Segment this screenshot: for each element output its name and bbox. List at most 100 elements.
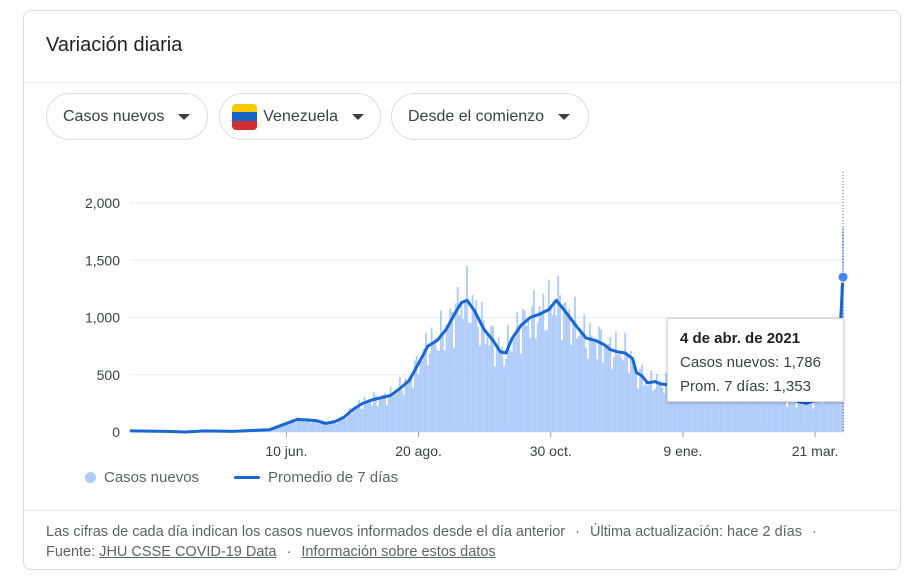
bar [611, 368, 614, 432]
bar [294, 422, 297, 432]
bar [655, 373, 658, 432]
bar [341, 417, 344, 432]
bar [525, 325, 528, 432]
bar [292, 421, 295, 432]
bar [836, 390, 839, 432]
bar [624, 332, 627, 432]
bar [747, 385, 749, 432]
bar [352, 410, 355, 432]
bar [695, 399, 697, 432]
bar [367, 401, 370, 432]
bar [685, 389, 688, 432]
bar [696, 390, 699, 432]
bar [830, 387, 833, 432]
bar [560, 340, 563, 432]
bar [469, 323, 472, 432]
bar [704, 401, 707, 432]
bar [421, 360, 424, 432]
x-tick-label: 21 mar. [792, 443, 839, 459]
footer-divider [24, 510, 900, 511]
bar [676, 380, 679, 432]
bar [410, 377, 413, 432]
tooltip-cases: Casos nuevos: 1,786 [680, 354, 821, 371]
bar [512, 333, 515, 432]
x-tick-label: 30 oct. [530, 443, 572, 459]
bar [609, 337, 612, 432]
bar [345, 419, 347, 432]
bar [348, 407, 351, 432]
bar [326, 423, 329, 432]
bar [700, 387, 703, 432]
bar [538, 306, 541, 432]
bar [601, 362, 604, 432]
bar [683, 391, 686, 432]
bar [635, 370, 638, 432]
bar [395, 394, 398, 432]
bar [803, 405, 805, 432]
source-link[interactable]: JHU CSSE COVID-19 Data [99, 544, 277, 560]
bar [503, 366, 506, 432]
bar [372, 392, 375, 432]
bar [670, 384, 673, 432]
legend-line-label: Promedio de 7 días [268, 469, 399, 486]
bar [374, 395, 377, 432]
bar [393, 393, 396, 432]
bar [508, 349, 511, 432]
bar [337, 418, 340, 432]
metric-dropdown[interactable]: Casos nuevos [46, 93, 208, 140]
bar [801, 404, 803, 432]
bar [309, 422, 312, 432]
bar [717, 380, 720, 432]
bar [553, 305, 556, 432]
country-dropdown[interactable]: Venezuela [219, 93, 381, 140]
bar [642, 385, 645, 432]
bar [387, 396, 390, 432]
x-tick-label: 10 jun. [265, 443, 307, 459]
bar [620, 357, 623, 432]
bar [425, 333, 427, 432]
footer-separator: · [812, 524, 817, 540]
bar [389, 386, 392, 432]
bar [765, 387, 768, 432]
bar [616, 354, 619, 432]
bar [773, 383, 776, 432]
bar [296, 417, 299, 432]
bar [631, 356, 634, 432]
bar [402, 395, 405, 432]
bar [793, 397, 796, 432]
bar [711, 389, 714, 432]
bar [581, 335, 584, 432]
bar [378, 397, 381, 432]
bar [661, 387, 664, 432]
legend-bar-swatch [85, 472, 96, 483]
bar [762, 387, 764, 432]
bar [585, 347, 587, 432]
bar [603, 345, 606, 432]
bar [648, 381, 651, 432]
bar [361, 408, 364, 432]
bar [328, 422, 331, 432]
bar [823, 389, 826, 432]
bar [668, 393, 671, 432]
bar [333, 421, 336, 432]
range-dropdown[interactable]: Desde el comienzo [391, 93, 589, 140]
info-link[interactable]: Información sobre estos datos [301, 544, 496, 560]
bar [473, 310, 476, 432]
bar [523, 310, 526, 432]
bar [769, 394, 772, 432]
bar [555, 315, 558, 432]
caret-down-icon [558, 113, 571, 120]
bar [812, 408, 815, 432]
bar [572, 320, 574, 432]
bar [570, 344, 573, 432]
bar [657, 382, 660, 432]
bar [605, 345, 608, 432]
bar [706, 383, 709, 432]
country-dropdown-label: Venezuela [263, 107, 338, 125]
bar [423, 348, 426, 432]
bar [479, 345, 481, 432]
bar [454, 303, 457, 432]
legend-item-bars: Casos nuevos [85, 469, 199, 486]
bar [415, 356, 418, 432]
